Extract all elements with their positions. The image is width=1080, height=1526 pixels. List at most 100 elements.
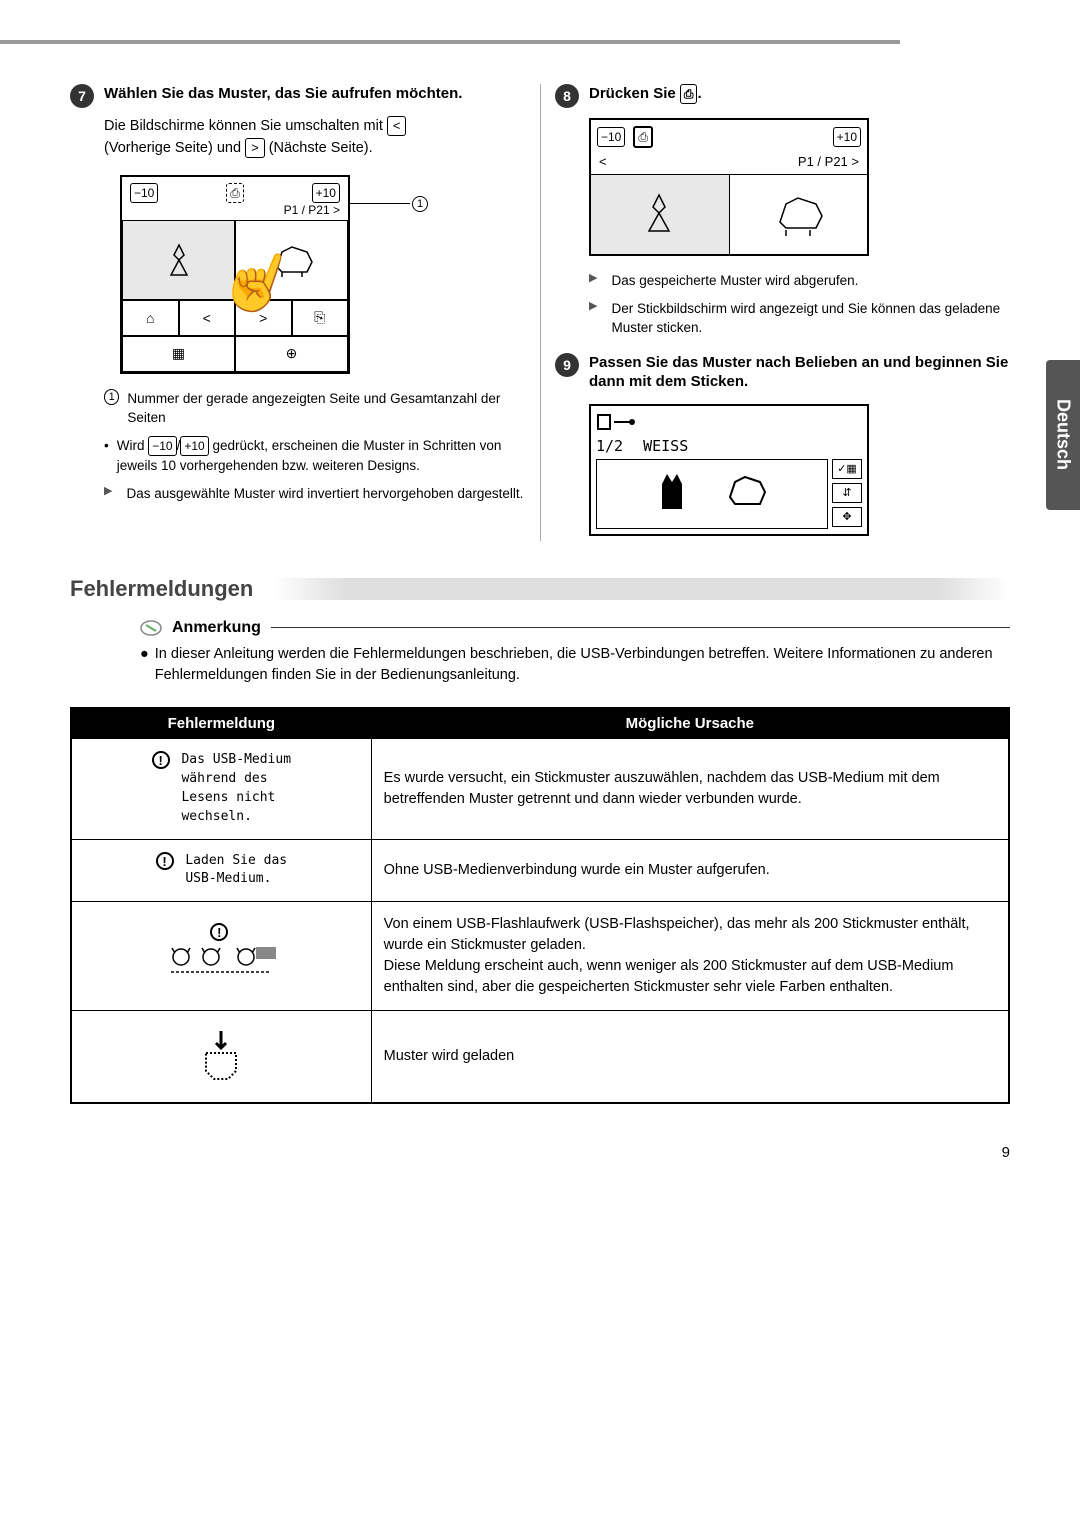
usb-retrieve-button: ⎙	[226, 183, 244, 203]
bullet-item: • Wird −10/+10 gedrückt, erscheinen die …	[104, 436, 525, 476]
embroidery-preview	[596, 459, 828, 529]
pattern-cell	[235, 220, 348, 300]
nav-prev-button: <	[179, 300, 236, 336]
color-name: WEISS	[643, 437, 688, 455]
flip-button: ⇵	[832, 483, 862, 503]
plus-10-button: +10	[312, 183, 340, 203]
step-7-header: 7 Wählen Sie das Muster, das Sie aufrufe…	[70, 84, 525, 108]
callout-label: 1	[412, 195, 428, 212]
error-cause-cell: Ohne USB-Medienverbindung wurde ein Must…	[371, 839, 1009, 902]
pattern-cell-selected	[591, 175, 730, 254]
pattern-flower-icon	[637, 187, 682, 242]
step-title: Drücken Sie ⎙.	[589, 84, 702, 104]
page-indicator: P1 / P21 >	[798, 154, 859, 169]
color-fraction: 1/2	[596, 437, 623, 455]
step-8-figure: −10 ⎙ +10 < P1 / P21 >	[589, 118, 869, 256]
result-text: Der Stickbildschirm wird angezeigt und S…	[611, 299, 1010, 338]
left-column: 7 Wählen Sie das Muster, das Sie aufrufe…	[70, 84, 525, 551]
pattern-dog-icon	[267, 237, 317, 282]
plus-10-button: +10	[833, 127, 861, 147]
two-column-layout: 7 Wählen Sie das Muster, das Sie aufrufe…	[70, 84, 1010, 551]
retrieve-button-ref: ⎙	[680, 84, 698, 104]
nav-next-button: >	[235, 300, 292, 336]
section-header: Fehlermeldungen	[70, 576, 1010, 602]
error-table: Fehlermeldung Mögliche Ursache ! Das USB…	[70, 707, 1010, 1104]
pattern-flower-icon	[159, 235, 199, 285]
text: Die Bildschirme können Sie umschalten mi…	[104, 118, 387, 134]
left-arrow: <	[599, 154, 607, 169]
lcd-screen: −10 ⎙ +10 P1 / P21 >	[120, 175, 350, 374]
pattern-cat-icon	[652, 469, 692, 519]
callout-line	[350, 203, 410, 204]
manual-page: 7 Wählen Sie das Muster, das Sie aufrufe…	[0, 0, 1080, 1211]
step-7-body: Die Bildschirme können Sie umschalten mi…	[104, 116, 525, 160]
bullet-text: Wird −10/+10 gedrückt, erscheinen die Mu…	[117, 436, 525, 476]
pattern-dog-icon	[722, 469, 772, 519]
minus-10-ref: −10	[148, 436, 176, 456]
nav-save-button: ⎘	[292, 300, 349, 336]
thread-spool-icon	[596, 411, 636, 433]
nav-home-button: ⌂	[122, 300, 179, 336]
pattern-dog-icon	[768, 190, 828, 240]
bullet: ●	[140, 644, 149, 688]
error-message-cell	[71, 1011, 371, 1103]
next-page-button-ref: >	[245, 138, 265, 158]
note-body: ● In dieser Anleitung werden die Fehlerm…	[140, 644, 1010, 688]
page-number: 9	[70, 1144, 1010, 1161]
step-7-figure: −10 ⎙ +10 P1 / P21 >	[120, 175, 525, 374]
usb-retrieve-button: ⎙	[633, 126, 653, 148]
step-8-header: 8 Drücken Sie ⎙.	[555, 84, 1010, 108]
table-row: ! Das USB-Mediumwährend desLesens nichtw…	[71, 739, 1009, 839]
circled-number: 1	[104, 389, 119, 405]
note-icon	[140, 617, 162, 639]
table-row: Muster wird geladen	[71, 1011, 1009, 1103]
result-text: Das ausgewählte Muster wird invertiert h…	[126, 484, 523, 504]
legend-item: 1 Nummer der gerade angezeigten Seite un…	[104, 389, 525, 428]
bottom-button-2: ⊕	[235, 336, 348, 372]
step-9-figure: 1/2 WEISS ✓▦ ⇵ ✥	[589, 404, 869, 536]
step-title: Wählen Sie das Muster, das Sie aufrufen …	[104, 84, 462, 104]
prev-page-button-ref: <	[387, 116, 407, 136]
note-rule	[271, 627, 1010, 628]
right-column: 8 Drücken Sie ⎙. −10 ⎙ +10 < P1 / P21 >	[555, 84, 1010, 551]
move-button: ✥	[832, 507, 862, 527]
step-number-badge: 7	[70, 84, 94, 108]
legend-text: Nummer der gerade angezeigten Seite und …	[127, 389, 525, 428]
pattern-cell	[730, 175, 868, 254]
minus-10-button: −10	[130, 183, 158, 203]
bottom-button-1: ▦	[122, 336, 235, 372]
text: (Nächste Seite).	[269, 140, 373, 156]
table-header-message: Fehlermeldung	[71, 708, 371, 739]
result-text: Das gespeicherte Muster wird abgerufen.	[611, 271, 858, 291]
error-cause-cell: Es wurde versucht, ein Stickmuster auszu…	[371, 739, 1009, 839]
page-indicator: P1 / P21 >	[284, 203, 340, 217]
error-message-cell: !	[71, 902, 371, 1011]
column-divider	[540, 84, 541, 541]
error-message-cell: ! Das USB-Mediumwährend desLesens nichtw…	[71, 739, 371, 839]
error-message-cell: ! Laden Sie dasUSB-Medium.	[71, 839, 371, 902]
bullet-dot: •	[104, 436, 109, 476]
error-cause-cell: Muster wird geladen	[371, 1011, 1009, 1103]
result-bullet: Der Stickbildschirm wird angezeigt und S…	[589, 299, 1010, 338]
plus-10-ref: +10	[180, 436, 208, 456]
step-title: Passen Sie das Muster nach Belieben an u…	[589, 353, 1010, 392]
section-title: Fehlermeldungen	[70, 576, 253, 602]
minus-10-button: −10	[597, 127, 625, 147]
top-rule	[0, 40, 900, 44]
result-bullet: Das gespeicherte Muster wird abgerufen.	[589, 271, 1010, 291]
note-text: In dieser Anleitung werden die Fehlermel…	[155, 644, 1010, 688]
step-number-badge: 8	[555, 84, 579, 108]
text: (Vorherige Seite) und	[104, 140, 245, 156]
note-label: Anmerkung	[172, 619, 261, 637]
table-header-cause: Mögliche Ursache	[371, 708, 1009, 739]
result-bullet: Das ausgewählte Muster wird invertiert h…	[104, 484, 525, 504]
table-row: ! Laden Sie dasUSB-Medium.Ohne USB-Medie…	[71, 839, 1009, 902]
side-buttons: ✓▦ ⇵ ✥	[832, 459, 862, 529]
pattern-cell-selected	[122, 220, 235, 300]
confirm-button: ✓▦	[832, 459, 862, 479]
error-cause-cell: Von einem USB-Flashlaufwerk (USB-Flashsp…	[371, 902, 1009, 1011]
note-header: Anmerkung	[140, 617, 1010, 639]
step-number-badge: 9	[555, 353, 579, 377]
section-bar	[273, 578, 1010, 600]
step-9-header: 9 Passen Sie das Muster nach Belieben an…	[555, 353, 1010, 392]
